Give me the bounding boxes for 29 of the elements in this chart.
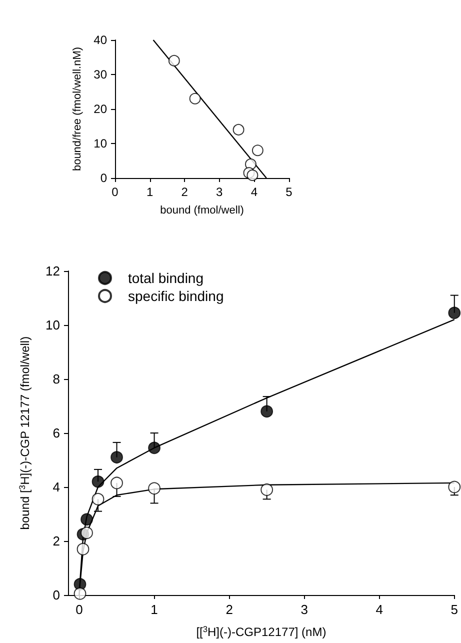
x-tick-label: 3 — [216, 185, 224, 199]
legend-label: total binding — [128, 270, 204, 286]
y-tick-label: 20 — [94, 102, 108, 116]
y-tick-label: 2 — [52, 534, 60, 548]
x-tick-label: 3 — [300, 602, 308, 617]
y-tick-label: 30 — [94, 68, 108, 82]
legend-label: specific binding — [128, 288, 224, 304]
y-tick-label: 10 — [94, 136, 108, 150]
y-tick-label: 12 — [46, 264, 60, 278]
x-tick-label: 5 — [286, 185, 293, 199]
y-axis-title: bound [3H](-)-CGP 12177 (fmol/well) — [17, 336, 32, 530]
y-tick-label: 0 — [52, 588, 60, 602]
y-tick-label: 0 — [100, 171, 108, 185]
x-tick-label: 0 — [112, 185, 119, 199]
x-tick-label: 4 — [376, 602, 383, 617]
x-tick-label: 1 — [150, 602, 158, 617]
x-tick-label: 1 — [146, 185, 154, 199]
x-tick-label: 2 — [181, 185, 188, 199]
y-tick-label: 10 — [46, 318, 60, 332]
x-tick-label: 0 — [76, 602, 83, 617]
x-tick-label: 4 — [250, 185, 258, 199]
y-tick-label: 4 — [52, 480, 60, 494]
y-axis-title: bound/free (fmol/well.nM) — [71, 46, 84, 172]
x-axis-title: bound (fmol/well) — [160, 204, 244, 216]
x-tick-label: 5 — [450, 602, 458, 617]
y-tick-label: 6 — [52, 426, 60, 440]
y-tick-label: 8 — [52, 372, 60, 386]
x-tick-label: 2 — [226, 602, 233, 617]
y-tick-label: 40 — [94, 33, 108, 47]
